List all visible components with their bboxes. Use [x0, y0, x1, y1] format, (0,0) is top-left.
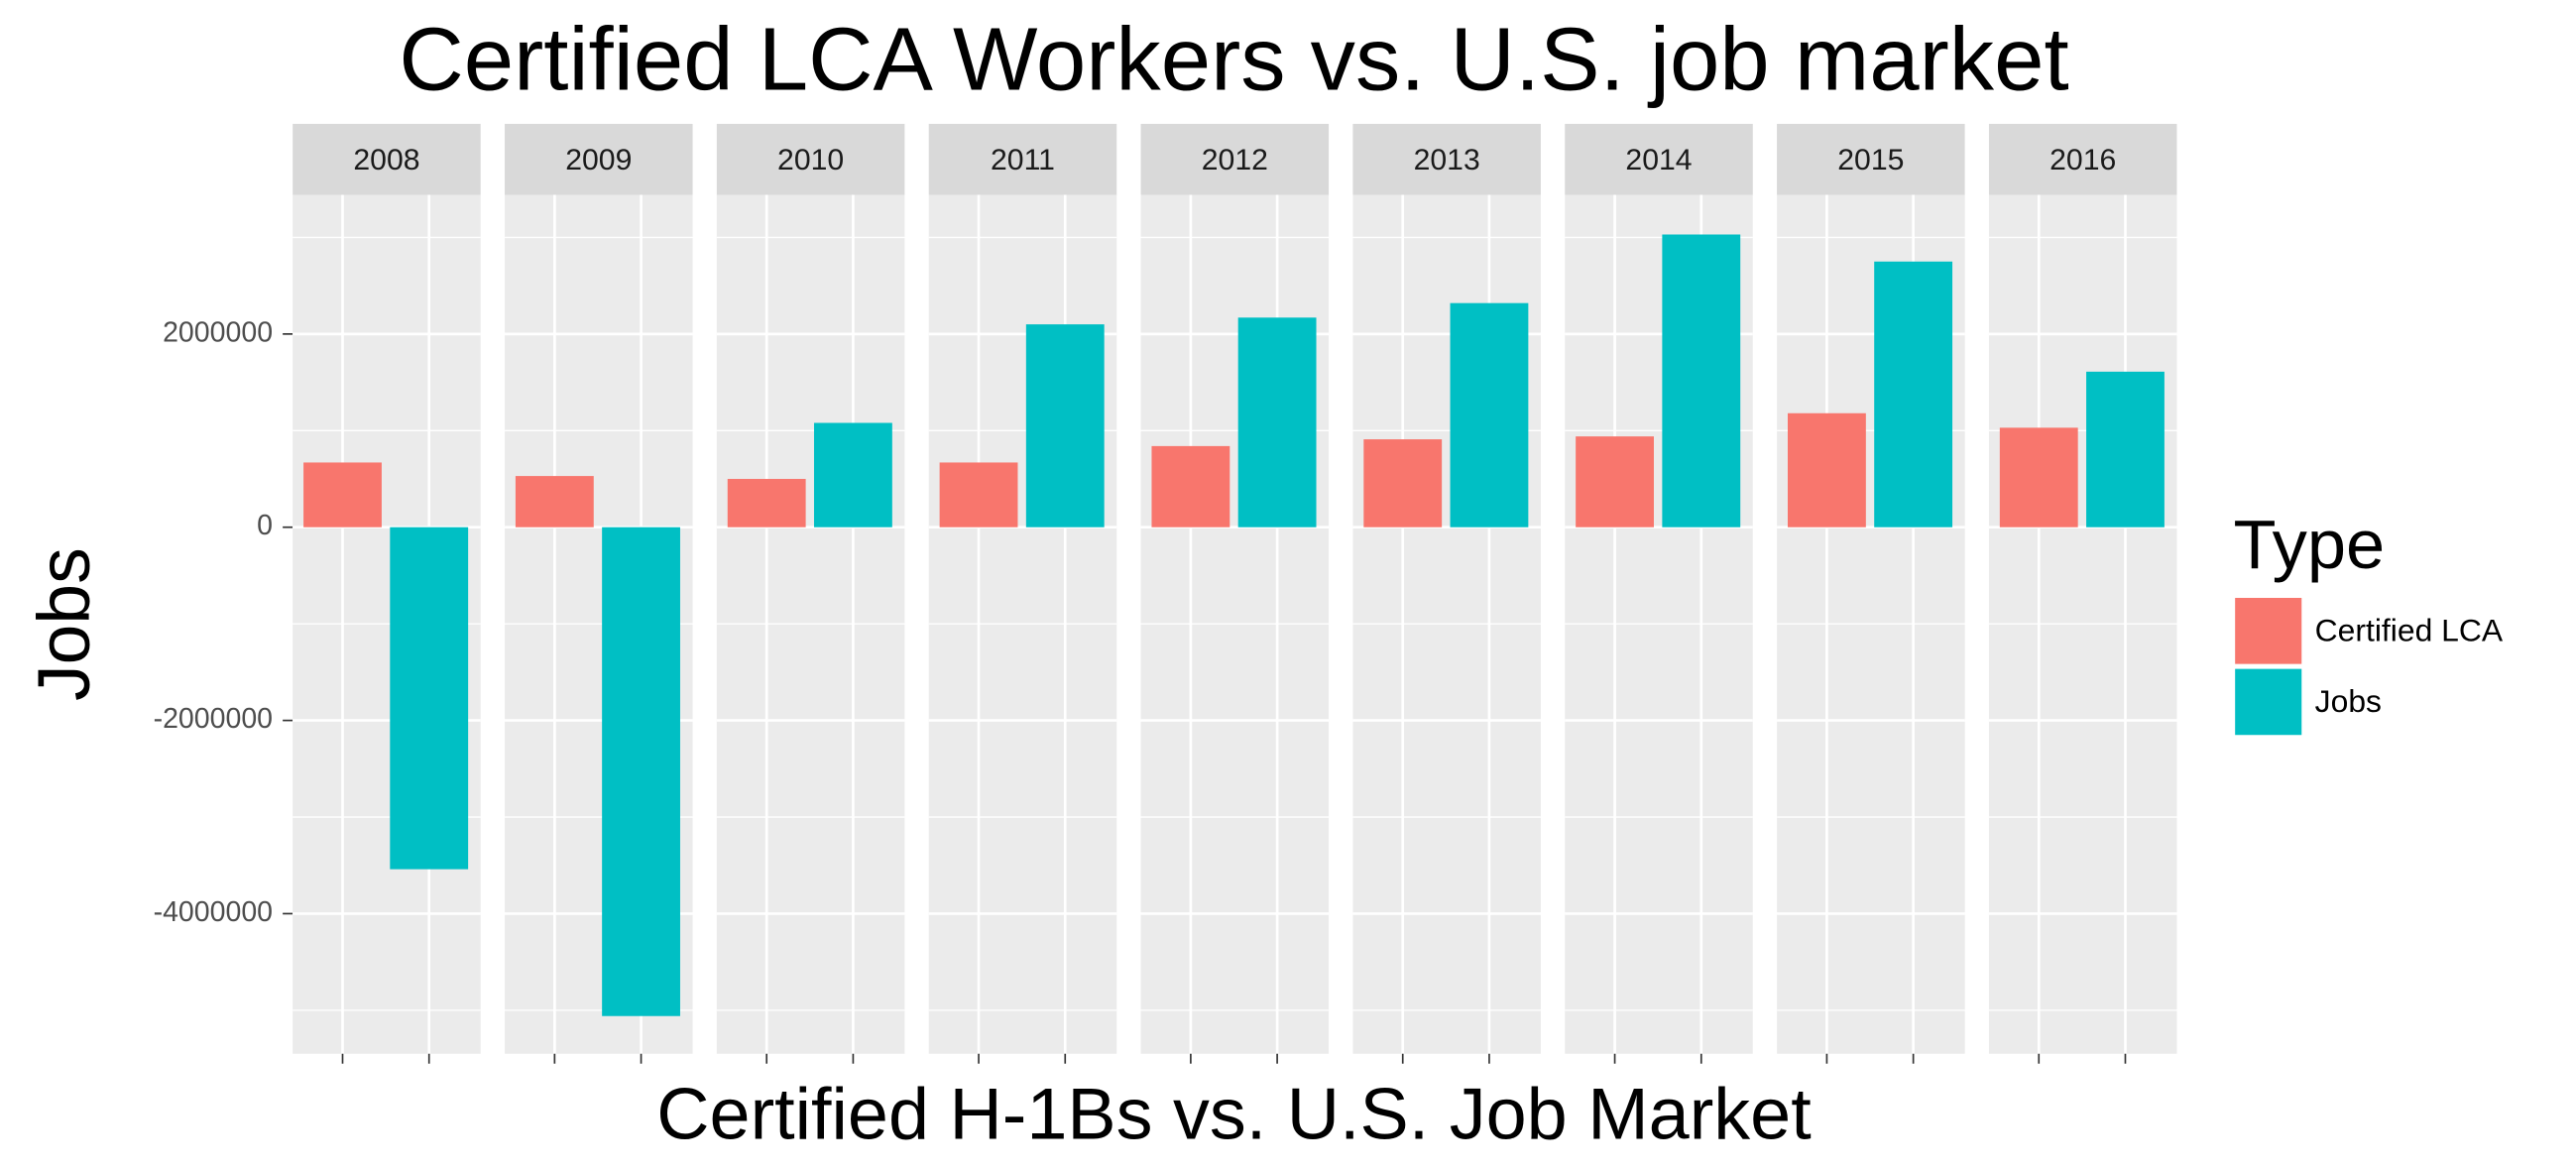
- legend-key: [2235, 668, 2302, 736]
- strip-label: 2010: [777, 144, 844, 176]
- bar: [390, 527, 469, 870]
- bar: [1363, 439, 1443, 527]
- legend-title: Type: [2233, 505, 2385, 583]
- strip-label: 2014: [1625, 144, 1692, 176]
- y-tick-label: 0: [257, 510, 273, 541]
- bar: [727, 479, 806, 527]
- bar: [1450, 302, 1529, 527]
- strip-background: [1988, 123, 2177, 195]
- strip-label: 2011: [991, 144, 1055, 176]
- strip-label: 2013: [1414, 144, 1480, 176]
- strip-background: [293, 123, 481, 195]
- bar: [1576, 436, 1654, 527]
- y-tick-label: -2000000: [154, 703, 273, 735]
- bar: [303, 462, 382, 527]
- legend-label: Jobs: [2315, 683, 2382, 719]
- strip-background: [1352, 123, 1541, 195]
- bar: [1788, 412, 1866, 527]
- strip-background: [1777, 123, 1965, 195]
- bar: [602, 527, 680, 1016]
- chart-title: Certified LCA Workers vs. U.S. job marke…: [399, 10, 2068, 110]
- bar: [1662, 234, 1741, 527]
- x-axis-label: Certified H-1Bs vs. U.S. Job Market: [656, 1073, 1811, 1155]
- legend-label: Certified LCA: [2315, 612, 2504, 647]
- bar: [813, 422, 892, 527]
- y-tick-label: -4000000: [154, 896, 273, 928]
- strip-label: 2008: [353, 144, 419, 176]
- bar: [939, 462, 1018, 527]
- bar: [515, 476, 594, 527]
- strip-background: [505, 123, 693, 195]
- legend-key: [2235, 597, 2302, 664]
- strip-label: 2015: [1837, 144, 1904, 176]
- strip-background: [1565, 123, 1753, 195]
- strip-background: [716, 123, 905, 195]
- y-tick-label: 2000000: [163, 316, 273, 348]
- strip-background: [928, 123, 1117, 195]
- strip-label: 2009: [565, 144, 632, 176]
- strip-label: 2016: [2049, 144, 2116, 176]
- strip-label: 2012: [1202, 144, 1268, 176]
- bar: [1025, 324, 1105, 527]
- bar: [1999, 427, 2078, 527]
- bar: [1151, 445, 1230, 527]
- bar: [1874, 261, 1953, 527]
- y-axis-label: Jobs: [23, 547, 105, 701]
- strip-background: [1140, 123, 1330, 195]
- bar: [1237, 317, 1317, 527]
- bar: [2086, 371, 2165, 527]
